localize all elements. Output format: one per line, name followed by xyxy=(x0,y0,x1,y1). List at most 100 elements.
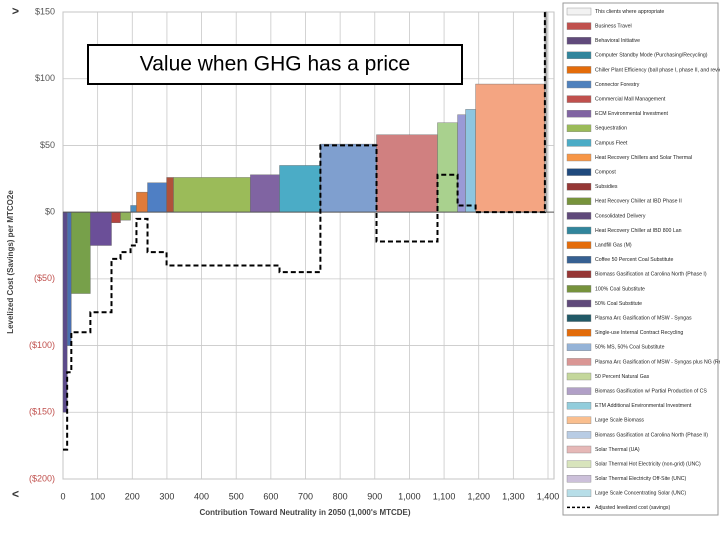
legend-label: Commercial Mall Management xyxy=(595,96,666,102)
bar xyxy=(62,211,68,413)
legend-swatch xyxy=(566,402,592,410)
legend-swatch xyxy=(566,460,592,468)
legend-label: Solar Thermal Hot Electricity (non-grid)… xyxy=(595,461,701,467)
legend-swatch xyxy=(566,241,592,249)
legend-swatch xyxy=(566,80,592,89)
legend-label: 50% MS, 50% Coal Substitute xyxy=(595,345,665,351)
y-tick-label: $150 xyxy=(35,6,55,16)
legend-label: Coffee 50 Percent Coal Substitute xyxy=(595,257,673,263)
legend-swatch xyxy=(566,153,592,162)
bar xyxy=(120,211,131,221)
legend-swatch xyxy=(566,314,592,322)
legend-swatch xyxy=(566,270,592,278)
x-tick-label: 900 xyxy=(367,491,382,501)
legend-label: Connector Forestry xyxy=(595,82,640,88)
legend-label: Plasma Arc Gasification of MSW - Syngas xyxy=(595,315,692,321)
legend-label: Computer Standby Mode (Purchasing/Recycl… xyxy=(595,53,708,59)
bar xyxy=(250,174,280,213)
x-tick-label: 1,300 xyxy=(502,491,525,501)
bar xyxy=(166,177,174,213)
legend-swatch xyxy=(566,212,592,220)
legend-label: This clients where appropriate xyxy=(595,9,664,15)
legend-label: Heat Recovery Chillers and Solar Thermal xyxy=(595,155,692,161)
legend-swatch xyxy=(566,358,592,366)
legend-label: Heat Recovery Chiller at IBD Phase II xyxy=(595,199,682,205)
legend-swatch xyxy=(566,329,592,337)
legend-swatch xyxy=(566,343,592,351)
legend-label: Chiller Plant Efficiency (ball phase I, … xyxy=(595,67,720,73)
bar xyxy=(376,134,438,213)
legend-swatch xyxy=(566,197,592,206)
bar xyxy=(465,109,476,213)
bottom-marker: < xyxy=(12,487,19,501)
y-tick-label: $100 xyxy=(35,73,55,83)
legend-label: Large Scale Biomass xyxy=(595,418,644,424)
legend-swatch xyxy=(566,168,592,176)
legend-label: Single-use Internal Contract Recycling xyxy=(595,330,683,336)
plot-area xyxy=(62,11,555,480)
y-tick-label: ($150) xyxy=(29,407,55,417)
legend-swatch xyxy=(566,299,592,308)
legend-swatch xyxy=(566,256,592,264)
legend-label: Campus Fleet xyxy=(595,140,628,146)
legend-label: Large Scale Concentrating Solar (UNC) xyxy=(595,491,686,497)
bar xyxy=(130,205,137,213)
legend-swatch xyxy=(566,489,592,497)
legend-swatch xyxy=(566,387,592,395)
legend-label: ETM Additional Environmental Investment xyxy=(595,403,692,409)
legend-swatch xyxy=(566,416,592,424)
y-tick-label: ($100) xyxy=(29,340,55,350)
legend-swatch xyxy=(566,37,592,45)
bar xyxy=(437,122,458,213)
x-tick-label: 200 xyxy=(125,491,140,501)
legend-swatch xyxy=(566,95,592,103)
bar xyxy=(457,114,466,213)
bar xyxy=(66,211,72,346)
x-tick-label: 100 xyxy=(90,491,105,501)
y-axis-label: Levelized Cost (Savings) per MTCO2e xyxy=(6,190,15,334)
legend-label: Subsidies xyxy=(595,184,618,190)
legend-label: Sequestration xyxy=(595,126,627,132)
y-tick-label: $50 xyxy=(40,140,55,150)
top-marker: > xyxy=(12,4,19,18)
legend-swatch xyxy=(566,182,592,191)
legend-label: ECM Environmental Investment xyxy=(595,111,669,117)
legend-swatch xyxy=(566,226,592,235)
bar xyxy=(147,182,167,213)
legend-label: Biomass Gasification at Carolina North (… xyxy=(595,432,708,438)
x-tick-label: 400 xyxy=(194,491,209,501)
legend-swatch xyxy=(566,7,592,16)
legend-label: Plasma Arc Gasification of MSW - Syngas … xyxy=(595,359,720,365)
legend-label: Consolidated Delivery xyxy=(595,213,646,219)
legend-label: Biomass Gasification w/ Partial Producti… xyxy=(595,388,707,394)
x-tick-label: 700 xyxy=(298,491,313,501)
x-tick-label: 800 xyxy=(333,491,348,501)
legend-label: 50 Percent Natural Gas xyxy=(595,374,650,380)
legend-label: Solar Thermal Electricity Off-Site (UNC) xyxy=(595,476,686,482)
bar xyxy=(475,83,546,213)
bar xyxy=(173,177,251,213)
x-tick-label: 300 xyxy=(159,491,174,501)
legend-swatch xyxy=(566,124,592,133)
legend-swatch xyxy=(566,372,592,381)
bar xyxy=(320,143,377,213)
legend-label: Biomass Gasification at Carolina North (… xyxy=(595,272,707,278)
legend-swatch xyxy=(566,475,592,483)
bar xyxy=(136,191,148,213)
x-tick-label: 1,400 xyxy=(537,491,560,501)
y-tick-label: $0 xyxy=(45,207,55,217)
legend-swatch xyxy=(566,139,592,147)
bar xyxy=(279,165,321,213)
x-tick-label: 500 xyxy=(229,491,244,501)
y-tick-label: ($200) xyxy=(29,473,55,483)
legend-label: Landfill Gas (M) xyxy=(595,242,632,248)
legend-swatch xyxy=(566,22,592,30)
annotation-box xyxy=(87,44,463,85)
adjusted-cost-line xyxy=(63,11,547,451)
legend-label: Adjusted levelized cost (savings) xyxy=(595,505,671,511)
legend-swatch xyxy=(566,109,592,118)
x-tick-label: 1,000 xyxy=(398,491,421,501)
legend-label: Solar Thermal (UA) xyxy=(595,447,640,453)
legend-swatch xyxy=(566,285,592,293)
